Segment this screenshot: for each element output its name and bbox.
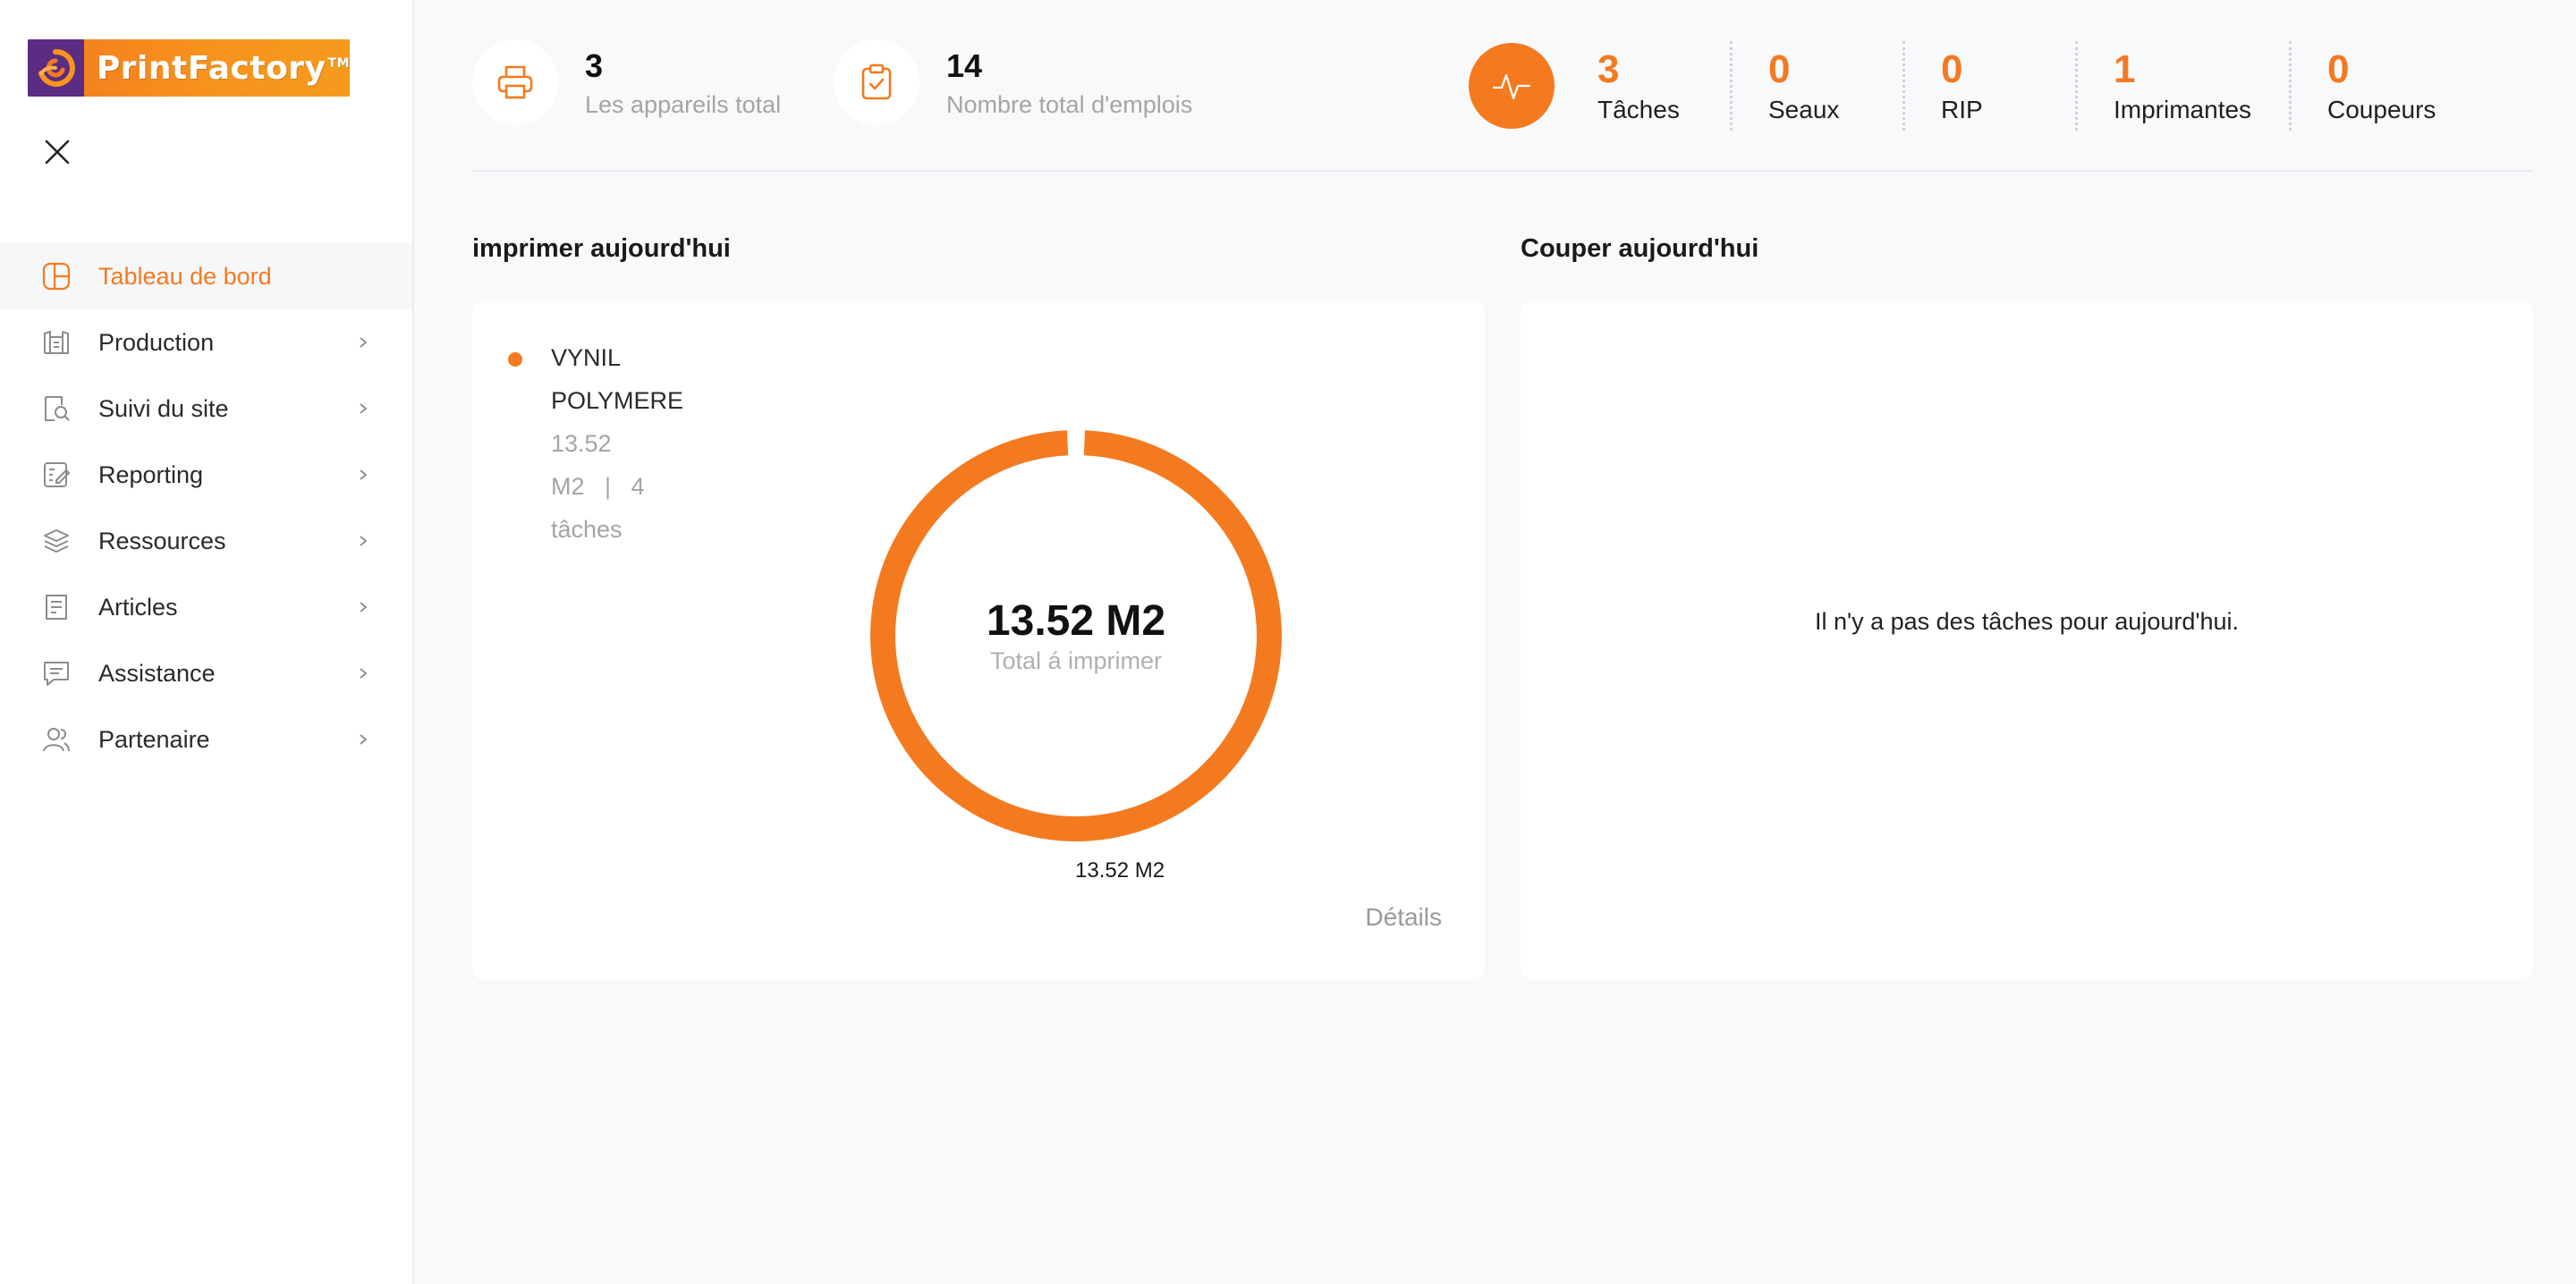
activity-pulse-icon bbox=[1492, 73, 1531, 100]
sidebar-item-ressources[interactable]: Ressources bbox=[0, 508, 412, 574]
sidebar-item-reporting[interactable]: Reporting bbox=[0, 442, 412, 508]
dashboard-icon bbox=[41, 261, 72, 291]
slice-data-label: 13.52 M2 bbox=[1075, 858, 1165, 883]
reporting-icon bbox=[41, 460, 72, 490]
printfactory-logo[interactable]: PrintFactory TM bbox=[28, 39, 350, 97]
task-stat-taches[interactable]: 3 Tâches bbox=[1597, 47, 1680, 123]
close-sidebar-button[interactable] bbox=[39, 134, 75, 170]
jobs-stat: 14 Nombre total d'emplois bbox=[834, 39, 1192, 125]
printer-icon-badge bbox=[472, 39, 558, 125]
donut-slice-0[interactable] bbox=[870, 430, 1282, 841]
sidebar-item-label: Articles bbox=[98, 593, 178, 621]
users-icon bbox=[41, 724, 72, 755]
sidebar-item-suivi-du-site[interactable]: Suivi du site bbox=[0, 376, 412, 442]
chart-legend-entry[interactable]: VYNIL POLYMERE 13.52 M2 | 4 tâches bbox=[551, 344, 684, 543]
sidebar-item-articles[interactable]: Articles bbox=[0, 574, 412, 640]
sidebar-item-label: Assistance bbox=[98, 659, 216, 687]
articles-icon bbox=[41, 592, 72, 622]
empty-state-message: Il n'y a pas des tâches pour aujourd'hui… bbox=[1814, 608, 2240, 635]
sidebar-item-label: Suivi du site bbox=[98, 394, 229, 422]
divider bbox=[2289, 41, 2292, 131]
cut-today-title: Couper aujourd'hui bbox=[1521, 234, 1759, 263]
clipboard-check-icon bbox=[861, 63, 892, 100]
stats-bar: 3 Les appareils total 14 Nombre total d'… bbox=[472, 0, 2533, 172]
sidebar-item-label: Ressources bbox=[98, 527, 226, 554]
production-icon bbox=[41, 327, 72, 358]
legend-dot bbox=[508, 352, 522, 367]
chevron-right-icon bbox=[354, 532, 372, 550]
logo-swirl-icon bbox=[28, 39, 84, 97]
sidebar-item-partenaire[interactable]: Partenaire bbox=[0, 706, 412, 773]
sidebar-item-tableau-de-bord[interactable]: Tableau de bord bbox=[0, 243, 412, 309]
task-stat-rip[interactable]: 0 RIP bbox=[1941, 47, 1983, 123]
task-stat-imprimantes[interactable]: 1 Imprimantes bbox=[2114, 47, 2252, 123]
layers-icon bbox=[41, 526, 72, 556]
clipboard-icon-badge bbox=[834, 39, 919, 125]
divider bbox=[1902, 41, 1905, 131]
task-stat-seaux[interactable]: 0 Seaux bbox=[1768, 47, 1840, 123]
donut-caption: Total á imprimer bbox=[989, 646, 1163, 674]
chat-icon bbox=[41, 658, 72, 688]
chevron-right-icon bbox=[354, 664, 372, 682]
devices-label: Les appareils total bbox=[585, 90, 782, 118]
logo-text: PrintFactory TM bbox=[96, 49, 350, 87]
chevron-right-icon bbox=[354, 466, 372, 484]
chevron-right-icon bbox=[354, 731, 372, 748]
donut-chart: 13.52 M2 Total á imprimer bbox=[870, 430, 1282, 841]
divider bbox=[2075, 41, 2078, 131]
sidebar-item-label: Tableau de bord bbox=[98, 262, 272, 290]
jobs-count: 14 bbox=[946, 46, 983, 84]
printer-icon bbox=[497, 65, 533, 99]
close-icon bbox=[45, 139, 70, 165]
chevron-right-icon bbox=[354, 598, 372, 616]
donut-total-value: 13.52 M2 bbox=[986, 596, 1166, 645]
task-stat-coupeurs[interactable]: 0 Coupeurs bbox=[2327, 47, 2436, 123]
jobs-label: Nombre total d'emplois bbox=[946, 90, 1193, 118]
chevron-right-icon bbox=[354, 400, 372, 418]
sidebar-item-label: Reporting bbox=[98, 460, 204, 488]
chevron-right-icon bbox=[354, 334, 372, 351]
divider bbox=[1730, 41, 1733, 131]
donut-chart-svg bbox=[870, 430, 1282, 841]
details-link[interactable]: Détails bbox=[1365, 903, 1442, 931]
devices-count: 3 bbox=[585, 46, 604, 84]
donut-center: 13.52 M2 Total á imprimer bbox=[870, 430, 1282, 841]
sidebar-item-assistance[interactable]: Assistance bbox=[0, 640, 412, 706]
sidebar-nav: Tableau de bord Production Suivi du site… bbox=[0, 243, 412, 773]
print-today-panel: VYNIL POLYMERE 13.52 M2 | 4 tâches 13.52… bbox=[472, 300, 1485, 980]
print-today-title: imprimer aujourd'hui bbox=[472, 234, 731, 263]
sidebar-item-label: Partenaire bbox=[98, 725, 210, 753]
sidebar-item-label: Production bbox=[98, 328, 215, 356]
devices-stat: 3 Les appareils total bbox=[472, 39, 781, 125]
tasks-summary: 3 Tâches 0 Seaux 0 RIP 1 Imprimantes 0 C… bbox=[1469, 41, 2488, 131]
sidebar-item-production[interactable]: Production bbox=[0, 309, 412, 376]
site-search-icon bbox=[41, 393, 72, 424]
activity-icon-badge[interactable] bbox=[1469, 43, 1555, 129]
cut-today-panel: Il n'y a pas des tâches pour aujourd'hui… bbox=[1521, 300, 2533, 980]
sidebar: PrintFactory TM Tableau de bord Productio… bbox=[0, 0, 414, 1284]
